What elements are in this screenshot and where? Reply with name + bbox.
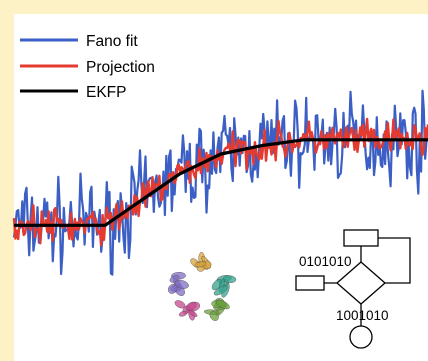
legend: Fano fit Projection EKFP: [20, 33, 155, 101]
series-line-ekfp: [14, 138, 428, 227]
diagram-terminal-circle: [349, 325, 373, 349]
code-label-top: 0101010: [299, 254, 352, 269]
flow-diagram-inset: 0101010 1001010: [295, 229, 411, 349]
legend-label-fano: Fano fit: [86, 33, 138, 50]
protein-subunit: [203, 297, 230, 321]
protein-subunit: [167, 271, 189, 296]
protein-subunit: [190, 252, 212, 272]
protein-subunit: [211, 275, 237, 298]
legend-label-projection: Projection: [86, 59, 155, 76]
series-layer: [12, 89, 428, 276]
diagram-connector-top: [360, 237, 411, 284]
protein-cluster-illustration: [167, 252, 237, 321]
diagram-connector-bottom: [324, 282, 362, 326]
diagram-box-top: [343, 229, 379, 247]
protein-subunit: [174, 300, 201, 321]
diagram-box-left: [295, 275, 325, 291]
code-label-bottom: 1001010: [336, 308, 389, 323]
legend-label-ekfp: EKFP: [86, 84, 126, 101]
